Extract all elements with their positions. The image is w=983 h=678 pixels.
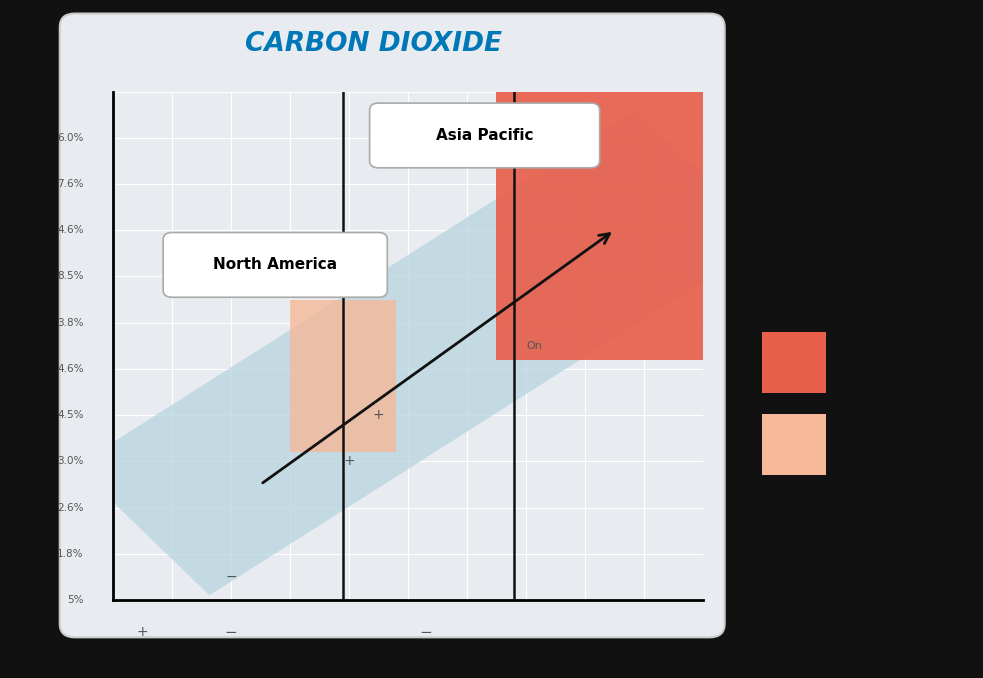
Text: 8.5%: 8.5% bbox=[57, 271, 84, 281]
Text: +: + bbox=[137, 625, 148, 639]
Text: On: On bbox=[526, 341, 542, 351]
Text: −: − bbox=[225, 625, 237, 640]
Polygon shape bbox=[76, 110, 770, 595]
Text: −: − bbox=[420, 625, 432, 640]
Text: 3.0%: 3.0% bbox=[57, 456, 84, 466]
FancyBboxPatch shape bbox=[60, 14, 724, 637]
Text: 4.6%: 4.6% bbox=[57, 225, 84, 235]
Text: 4.5%: 4.5% bbox=[57, 410, 84, 420]
Text: North America: North America bbox=[213, 258, 337, 273]
Text: 2.6%: 2.6% bbox=[57, 502, 84, 513]
FancyBboxPatch shape bbox=[163, 233, 387, 297]
Text: 6.0%: 6.0% bbox=[57, 133, 84, 143]
Text: 7.6%: 7.6% bbox=[57, 179, 84, 189]
Text: +: + bbox=[343, 454, 355, 468]
Text: +: + bbox=[373, 408, 384, 422]
FancyBboxPatch shape bbox=[370, 103, 600, 168]
Text: 5%: 5% bbox=[67, 595, 84, 605]
Text: −: − bbox=[225, 570, 237, 584]
Text: 3.8%: 3.8% bbox=[57, 318, 84, 327]
Text: Asia Pacific: Asia Pacific bbox=[435, 128, 534, 143]
Text: 1.8%: 1.8% bbox=[57, 549, 84, 559]
Text: CARBON DIOXIDE: CARBON DIOXIDE bbox=[245, 31, 502, 56]
Polygon shape bbox=[290, 300, 396, 452]
Polygon shape bbox=[496, 92, 703, 359]
Text: 4.6%: 4.6% bbox=[57, 364, 84, 374]
